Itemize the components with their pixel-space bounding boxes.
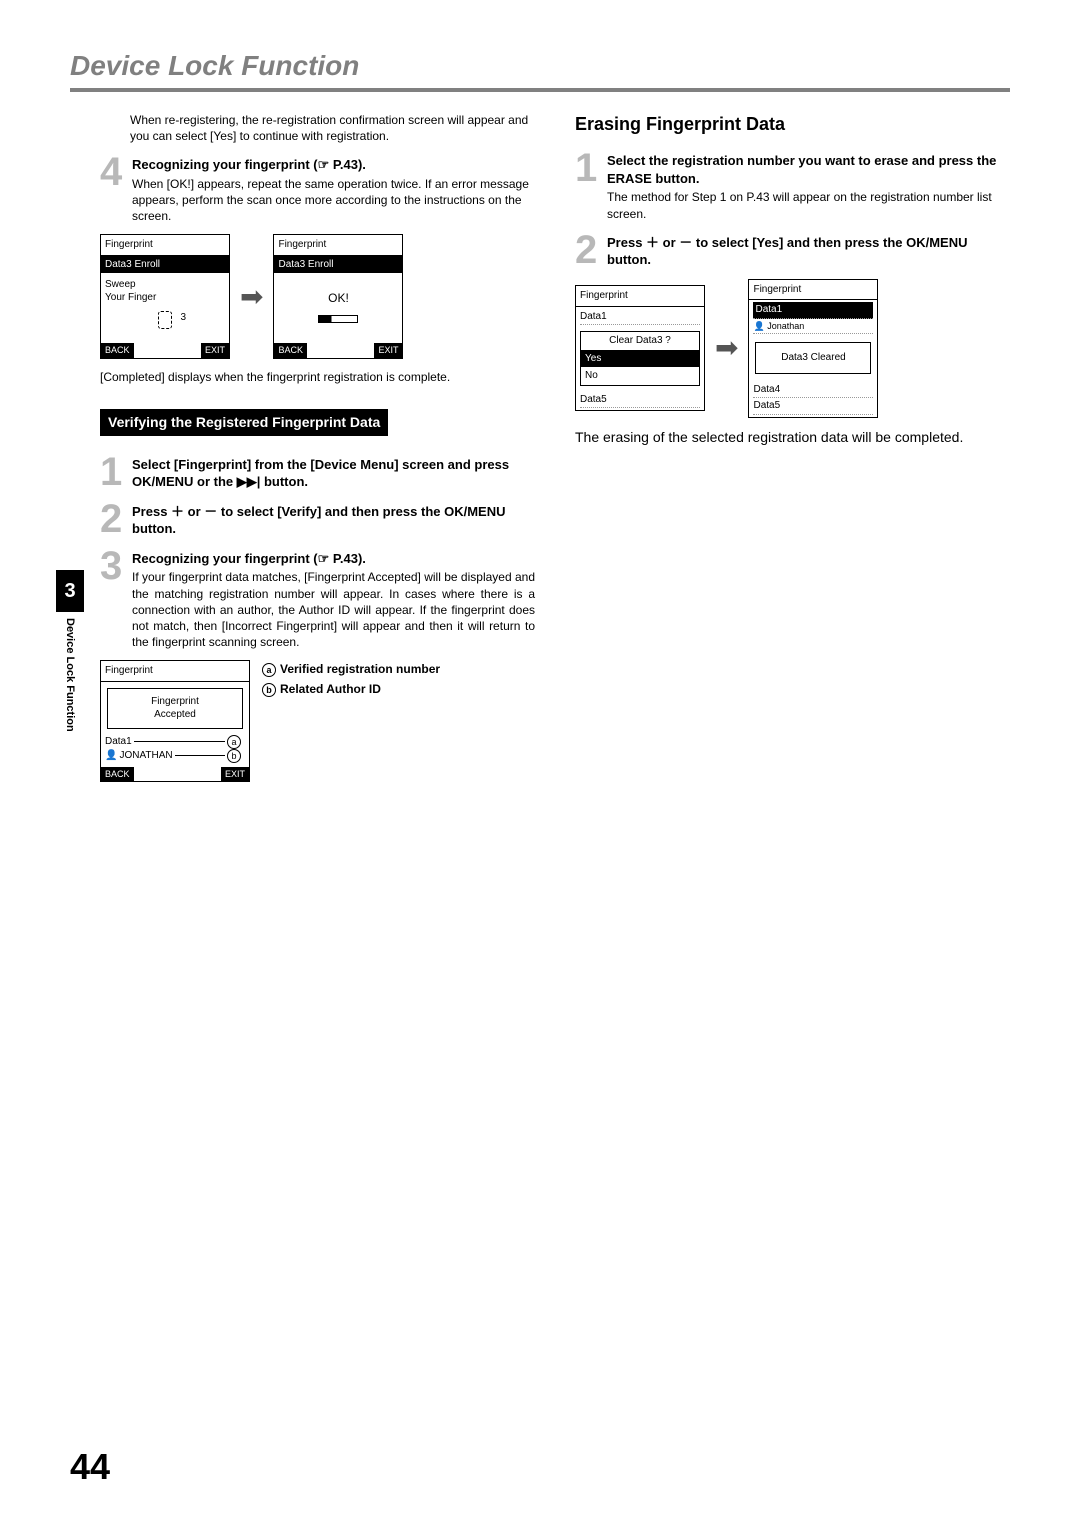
list-item: Data1 (580, 309, 700, 326)
erase-conclusion: The erasing of the selected registration… (575, 428, 1010, 447)
chapter-number: 3 (56, 570, 84, 612)
screen-header: Fingerprint (274, 235, 402, 256)
sweep-line1: Sweep (105, 278, 136, 292)
back-button[interactable]: BACK (101, 343, 134, 357)
list-item: 👤 Jonathan (753, 319, 873, 334)
left-column: When re-registering, the re-registration… (70, 112, 535, 792)
verify-step-2: 2 Press ＋ or － to select [Verify] and th… (100, 501, 535, 538)
erase-step-2: 2 Press ＋ or － to select [Yes] and then … (575, 232, 1010, 269)
step-title: Select [Fingerprint] from the [Device Me… (132, 456, 535, 491)
completed-note: [Completed] displays when the fingerprin… (100, 369, 535, 385)
screen-header: Fingerprint (101, 235, 229, 256)
step-number: 1 (100, 454, 124, 491)
screen-enroll-sweep: Fingerprint Data3 Enroll Sweep Your Fing… (100, 234, 230, 358)
dialog-no[interactable]: No (581, 367, 699, 385)
exit-button[interactable]: EXIT (374, 343, 402, 357)
verify-section-header: Verifying the Registered Fingerprint Dat… (100, 409, 388, 436)
step-text: The method for Step 1 on P.43 will appea… (607, 189, 1010, 221)
list-item: Data5 (580, 392, 700, 409)
sweep-line2: Your Finger (105, 291, 156, 305)
chapter-label: Device Lock Function (64, 618, 76, 732)
screen-verify-result: Fingerprint Fingerprint Accepted Data1 a… (100, 660, 250, 782)
re-register-note: When re-registering, the re-registration… (100, 112, 535, 144)
screen-erase-confirm: Fingerprint Data1 Clear Data3 ? Yes No D… (575, 285, 705, 411)
exit-button[interactable]: EXIT (201, 343, 229, 357)
step-number: 3 (100, 548, 124, 650)
enroll-count: 3 (180, 311, 186, 325)
progress-icon (318, 315, 358, 323)
dialog-title: Clear Data3 ? (581, 332, 699, 350)
arrow-right-icon: ➡ (240, 278, 263, 316)
verify-step-1: 1 Select [Fingerprint] from the [Device … (100, 454, 535, 491)
step-number: 2 (575, 232, 599, 269)
list-item: Data1 (753, 302, 873, 319)
erase-screens: Fingerprint Data1 Clear Data3 ? Yes No D… (575, 279, 1010, 418)
step-4: 4 Recognizing your fingerprint (☞ P.43).… (100, 154, 535, 224)
person-icon: 👤 (105, 749, 117, 763)
step-text: If your fingerprint data matches, [Finge… (132, 569, 535, 650)
step-number: 1 (575, 150, 599, 221)
title-rule (70, 88, 1010, 92)
content-columns: When re-registering, the re-registration… (70, 112, 1010, 792)
screen-header: Fingerprint (101, 661, 249, 682)
verify-step-3: 3 Recognizing your fingerprint (☞ P.43).… (100, 548, 535, 650)
step-title: Select the registration number you want … (607, 152, 1010, 187)
verify-author: JONATHAN (119, 749, 172, 763)
list-item: Data4 (753, 382, 873, 399)
enroll-screens: Fingerprint Data3 Enroll Sweep Your Fing… (100, 234, 535, 358)
step-title: Press ＋ or － to select [Verify] and then… (132, 503, 535, 538)
screen-titlebar: Data3 Enroll (101, 256, 229, 274)
screen-erase-result: Fingerprint Data1 👤 Jonathan Data3 Clear… (748, 279, 878, 418)
erase-heading: Erasing Fingerprint Data (575, 112, 1010, 136)
step-title: Recognizing your fingerprint (☞ P.43). (132, 550, 535, 568)
ok-text: OK! (328, 290, 349, 306)
screen-enroll-ok: Fingerprint Data3 Enroll OK! BACK EXIT (273, 234, 403, 358)
accepted-line1: Fingerprint (114, 695, 236, 709)
legend-marker-a: a (227, 735, 241, 749)
arrow-right-icon: ➡ (715, 329, 738, 367)
accepted-line2: Accepted (114, 708, 236, 722)
right-column: Erasing Fingerprint Data 1 Select the re… (575, 112, 1010, 792)
back-button[interactable]: BACK (274, 343, 307, 357)
page-number: 44 (70, 1446, 110, 1488)
erase-step-1: 1 Select the registration number you wan… (575, 150, 1010, 221)
step-title: Recognizing your fingerprint (☞ P.43). (132, 156, 535, 174)
cleared-dialog: Data3 Cleared (755, 342, 871, 374)
step-number: 2 (100, 501, 124, 538)
exit-button[interactable]: EXIT (221, 767, 249, 781)
dialog-yes[interactable]: Yes (581, 350, 699, 368)
step-title: Press ＋ or － to select [Yes] and then pr… (607, 234, 1010, 269)
verify-data: Data1 (105, 735, 132, 749)
confirm-dialog: Clear Data3 ? Yes No (580, 331, 700, 386)
back-button[interactable]: BACK (101, 767, 134, 781)
fingerprint-target-icon (158, 311, 172, 329)
screen-header: Fingerprint (576, 286, 704, 307)
screen-header: Fingerprint (749, 280, 877, 301)
screen-titlebar: Data3 Enroll (274, 256, 402, 274)
legend-marker-b: b (227, 749, 241, 763)
legend-b: bRelated Author ID (262, 680, 440, 699)
step-text: When [OK!] appears, repeat the same oper… (132, 176, 535, 225)
step-number: 4 (100, 154, 124, 224)
list-item: Data5 (753, 398, 873, 415)
side-chapter-tab: 3 Device Lock Function (56, 570, 84, 732)
page-title: Device Lock Function (70, 50, 1010, 82)
verify-legend: Fingerprint Fingerprint Accepted Data1 a… (100, 660, 535, 782)
legend-a: aVerified registration number (262, 660, 440, 679)
